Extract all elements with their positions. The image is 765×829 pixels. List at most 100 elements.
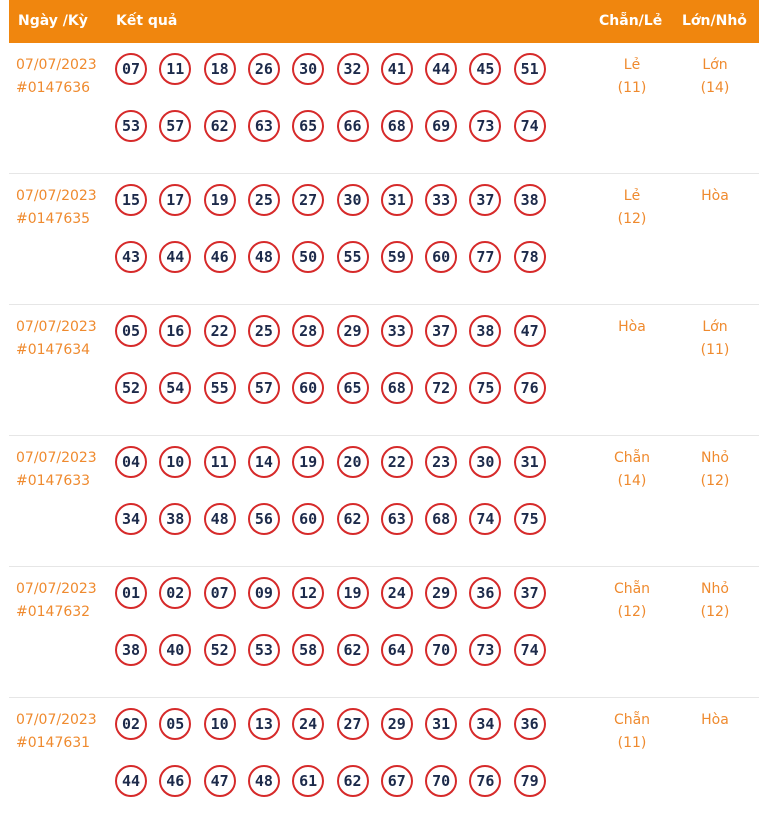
number-ball: 68	[425, 503, 458, 535]
number-ball: 61	[292, 765, 325, 797]
draw-row: 07/07/2023 #0147634 05 16 22 25 28 29 33 37 38 47 52…	[9, 305, 759, 436]
number-ball: 19	[336, 577, 369, 609]
number-ball: 36	[513, 708, 546, 740]
number-ball: 24	[380, 577, 413, 609]
number-ball: 55	[203, 372, 236, 404]
number-ball: 65	[292, 110, 325, 142]
number-ball: 51	[513, 53, 546, 85]
draw-date: 07/07/2023	[16, 581, 97, 597]
number-ball: 18	[203, 53, 236, 85]
number-ball: 05	[115, 315, 147, 347]
number-ball: 29	[380, 708, 413, 740]
draw-row: 07/07/2023 #0147636 07 11 18 26 30 32 41 44 45 51 53…	[9, 43, 759, 174]
number-ball: 37	[513, 577, 546, 609]
number-ball: 75	[513, 503, 546, 535]
number-ball: 54	[159, 372, 192, 404]
number-ball: 40	[159, 634, 192, 666]
number-ball: 11	[203, 446, 236, 478]
number-ball: 34	[469, 708, 502, 740]
parity-cell: Chẵn (14)	[602, 447, 662, 493]
size-cell: Lớn (14)	[685, 54, 745, 100]
number-ball: 31	[425, 708, 458, 740]
number-ball: 64	[380, 634, 413, 666]
size-cell: Hòa	[685, 185, 745, 208]
number-ball: 37	[425, 315, 458, 347]
number-ball: 07	[203, 577, 236, 609]
number-ball: 24	[292, 708, 325, 740]
number-ball: 60	[292, 503, 325, 535]
parity-label: Lẻ	[623, 188, 641, 204]
parity-cell: Lẻ (12)	[602, 185, 662, 231]
number-ball: 36	[469, 577, 502, 609]
size-cell: Nhỏ (12)	[685, 447, 745, 493]
draw-id: #0147634	[16, 342, 91, 358]
size-cell: Hòa	[685, 709, 745, 732]
number-ball: 52	[203, 634, 236, 666]
number-ball: 52	[115, 372, 147, 404]
size-cell: Nhỏ (12)	[685, 578, 745, 624]
number-ball: 74	[513, 110, 546, 142]
number-ball: 69	[425, 110, 458, 142]
parity-count: (12)	[617, 604, 647, 620]
size-label: Hòa	[701, 188, 729, 204]
number-ball: 48	[203, 503, 236, 535]
number-ball: 27	[336, 708, 369, 740]
number-ball: 63	[380, 503, 413, 535]
parity-count: (11)	[617, 80, 647, 96]
number-ball: 50	[292, 241, 325, 273]
number-ball: 59	[380, 241, 413, 273]
number-ball: 62	[336, 765, 369, 797]
draw-id: #0147632	[16, 604, 91, 620]
number-ball: 68	[380, 372, 413, 404]
number-ball: 25	[247, 184, 280, 216]
number-ball: 20	[336, 446, 369, 478]
date-column-header: Ngày /Kỳ	[18, 13, 88, 29]
number-ball: 30	[469, 446, 502, 478]
number-ball: 60	[425, 241, 458, 273]
number-ball: 38	[469, 315, 502, 347]
number-ball: 09	[247, 577, 280, 609]
number-ball: 05	[159, 708, 192, 740]
size-label: Nhỏ	[701, 581, 729, 597]
number-ball: 41	[380, 53, 413, 85]
number-ball: 29	[336, 315, 369, 347]
number-ball: 13	[247, 708, 280, 740]
size-count: (11)	[700, 342, 730, 358]
parity-label: Chẵn	[613, 450, 651, 466]
number-ball: 38	[159, 503, 192, 535]
number-ball: 19	[292, 446, 325, 478]
number-ball: 19	[203, 184, 236, 216]
number-ball: 67	[380, 765, 413, 797]
size-count: (12)	[700, 604, 730, 620]
draw-date: 07/07/2023	[16, 712, 97, 728]
number-ball: 63	[247, 110, 280, 142]
draw-date-cell: 07/07/2023 #0147631	[16, 709, 97, 755]
number-ball: 48	[247, 241, 280, 273]
number-ball: 66	[336, 110, 369, 142]
size-cell: Lớn (11)	[685, 316, 745, 362]
draw-id: #0147636	[16, 80, 91, 96]
size-label: Nhỏ	[701, 450, 729, 466]
table-header: Ngày /Kỳ Kết quả Chẵn/Lẻ Lớn/Nhỏ	[9, 0, 759, 43]
number-ball: 29	[425, 577, 458, 609]
number-ball: 27	[292, 184, 325, 216]
number-ball: 60	[292, 372, 325, 404]
number-ball: 48	[247, 765, 280, 797]
parity-label: Lẻ	[623, 57, 641, 73]
draw-date-cell: 07/07/2023 #0147634	[16, 316, 97, 362]
number-ball: 32	[336, 53, 369, 85]
number-ball: 78	[513, 241, 546, 273]
parity-cell: Hòa	[602, 316, 662, 339]
number-ball: 73	[469, 634, 502, 666]
number-ball: 57	[159, 110, 192, 142]
number-ball: 57	[247, 372, 280, 404]
number-ball: 53	[247, 634, 280, 666]
number-ball: 38	[513, 184, 546, 216]
number-ball: 77	[469, 241, 502, 273]
parity-cell: Lẻ (11)	[602, 54, 662, 100]
number-ball: 22	[380, 446, 413, 478]
number-ball: 70	[425, 634, 458, 666]
number-ball: 38	[115, 634, 147, 666]
number-ball: 26	[247, 53, 280, 85]
parity-cell: Chẵn (11)	[602, 709, 662, 755]
